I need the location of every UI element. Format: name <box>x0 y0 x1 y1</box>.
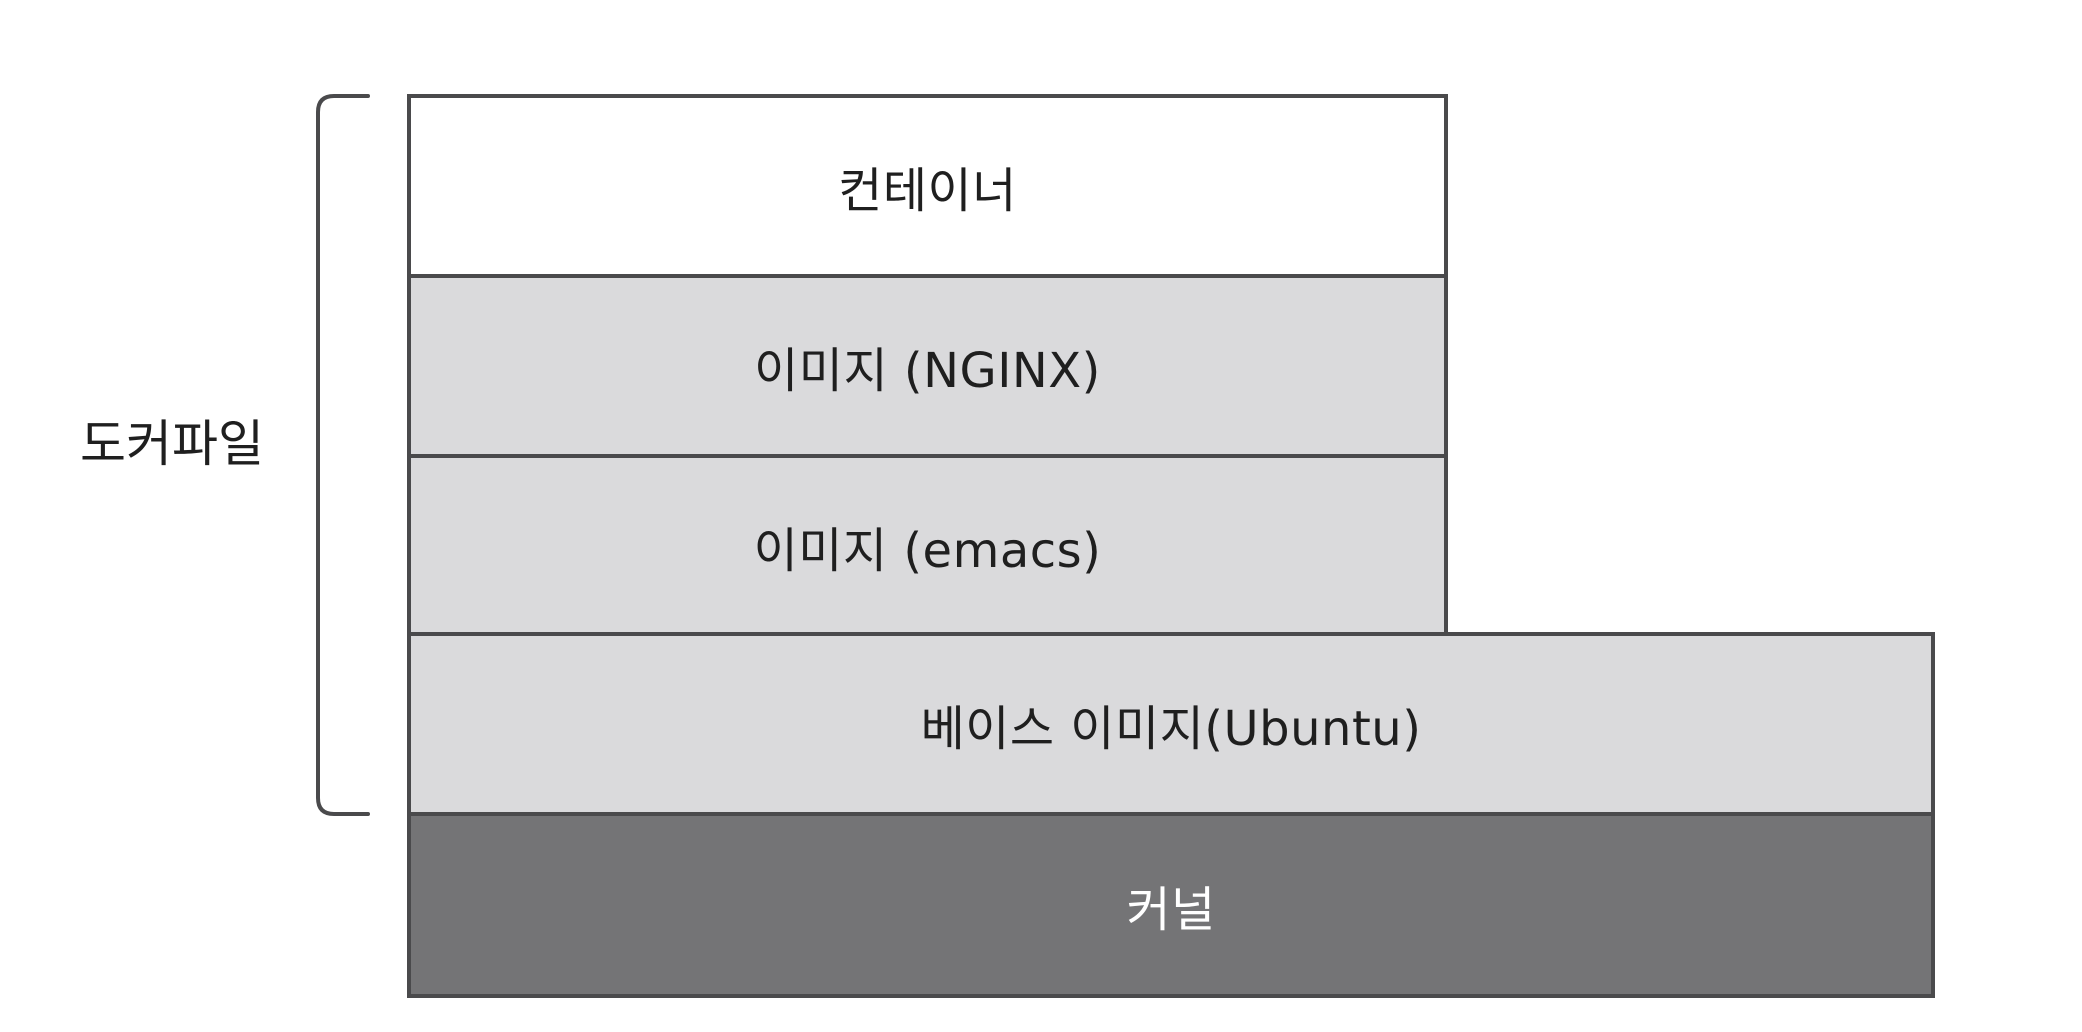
layer-kernel: 커널 <box>407 812 1935 998</box>
layer-base-image: 베이스 이미지(Ubuntu) <box>407 632 1935 816</box>
layer-image-emacs: 이미지 (emacs) <box>407 454 1448 638</box>
layer-image-emacs-label: 이미지 (emacs) <box>753 523 1102 579</box>
layer-base-image-label: 베이스 이미지(Ubuntu) <box>920 701 1422 757</box>
layer-kernel-label: 커널 <box>1126 882 1216 938</box>
dockerfile-label-text: 도커파일 <box>80 415 264 473</box>
dockerfile-label: 도커파일 <box>80 400 280 480</box>
layer-image-nginx: 이미지 (NGINX) <box>407 274 1448 458</box>
layer-container: 컨테이너 <box>407 94 1448 278</box>
layer-container-label: 컨테이너 <box>838 163 1017 219</box>
dockerfile-bracket <box>316 94 370 816</box>
layer-image-nginx-label: 이미지 (NGINX) <box>754 343 1101 399</box>
